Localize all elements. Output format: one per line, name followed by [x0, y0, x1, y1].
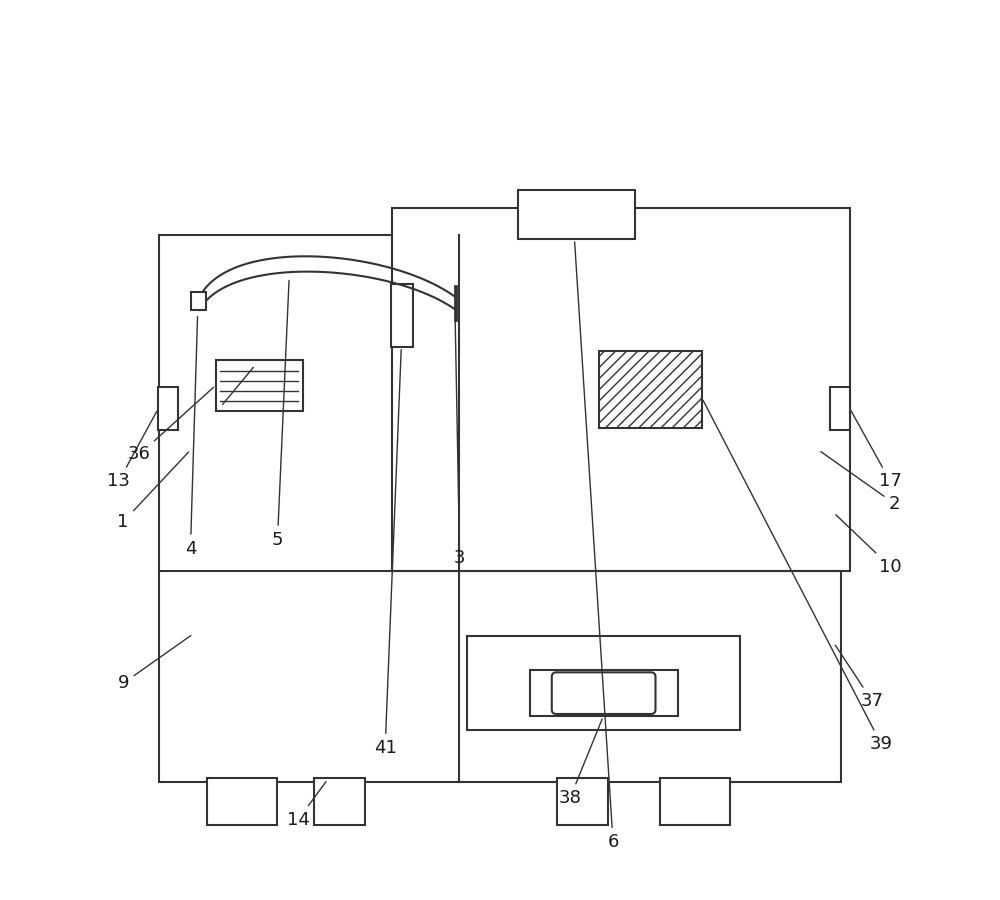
Text: 17: 17	[851, 411, 902, 490]
Bar	[216, 360, 303, 411]
Text: 1: 1	[117, 452, 189, 531]
Text: 38: 38	[559, 719, 602, 807]
Text: 3: 3	[454, 320, 465, 567]
Bar	[207, 778, 277, 825]
FancyBboxPatch shape	[552, 672, 655, 714]
Bar	[158, 387, 178, 430]
Text: 14: 14	[287, 781, 326, 829]
Text: 13: 13	[107, 411, 157, 490]
Text: 37: 37	[835, 645, 884, 710]
Text: 5: 5	[272, 281, 289, 549]
Bar	[191, 292, 206, 310]
Bar	[467, 635, 740, 730]
Bar	[518, 190, 635, 239]
Bar	[391, 284, 413, 346]
Text: 10: 10	[836, 515, 902, 576]
Bar	[599, 351, 702, 428]
Bar	[830, 387, 850, 430]
Text: 4: 4	[185, 317, 198, 558]
Bar	[314, 778, 365, 825]
Text: 6: 6	[575, 242, 619, 851]
Bar	[557, 778, 608, 825]
Text: 39: 39	[703, 400, 893, 753]
Bar	[530, 670, 678, 716]
Bar	[660, 778, 730, 825]
Bar	[392, 208, 850, 572]
Bar	[159, 235, 841, 782]
Text: 9: 9	[117, 635, 191, 692]
Text: 36: 36	[128, 387, 214, 464]
Text: 2: 2	[821, 452, 901, 513]
Text: 41: 41	[374, 349, 401, 757]
